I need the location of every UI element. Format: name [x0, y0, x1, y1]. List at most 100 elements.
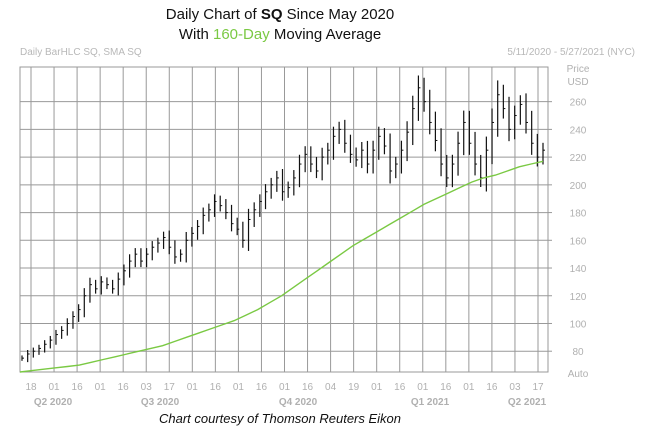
x-tick-label: 17 [532, 382, 544, 393]
price-bar [191, 227, 194, 247]
price-bar [525, 93, 529, 134]
price-bar [355, 147, 359, 167]
sma-160-line [19, 160, 544, 373]
chart-header-left: Daily BarHLC SQ, SMA SQ [20, 47, 142, 58]
price-bar [451, 154, 455, 188]
x-tick-label: 03 [509, 382, 521, 393]
x-tick-label: 01 [279, 382, 291, 393]
price-bar [112, 279, 115, 294]
price-bar [321, 147, 325, 181]
price-bar [434, 111, 438, 152]
x-tick-label: 01 [95, 382, 107, 393]
price-bar [168, 230, 172, 255]
y-tick-label: 240 [570, 125, 587, 136]
price-bar [463, 110, 466, 156]
price-bar [372, 140, 376, 174]
price-bar [293, 170, 296, 196]
price-bar [185, 231, 189, 263]
title2-prefix: With [178, 26, 213, 43]
y-tick-label: 140 [570, 264, 587, 275]
x-tick-label: 16 [302, 382, 314, 393]
y-tick-label: 100 [570, 319, 587, 330]
price-bar [219, 195, 223, 212]
sma-layer [19, 160, 544, 373]
x-tick-label: 16 [486, 382, 498, 393]
y-unit-label-bottom: USD [567, 77, 588, 88]
price-bar [55, 329, 58, 345]
price-bar [344, 119, 347, 153]
title-suffix: Since May 2020 [282, 6, 395, 23]
price-bar [389, 133, 393, 184]
grid-layer [19, 66, 549, 373]
price-bar [315, 156, 319, 179]
auto-scale-label: Auto [568, 369, 589, 380]
quarter-label: Q1 2021 [411, 397, 450, 408]
y-tick-label: 200 [570, 181, 587, 192]
x-tick-label: 16 [210, 382, 222, 393]
price-bar [179, 249, 183, 262]
price-bar [508, 96, 512, 142]
price-bar [395, 156, 398, 179]
price-bar [95, 279, 98, 294]
price-bar [230, 204, 234, 232]
price-bar [38, 344, 41, 355]
price-bar [106, 277, 109, 290]
price-bar [196, 220, 200, 240]
quarter-label: Q3 2020 [141, 397, 180, 408]
price-bar [400, 140, 404, 174]
price-bar [225, 199, 228, 220]
price-bar [474, 131, 478, 176]
price-bar [117, 272, 121, 296]
price-bar [412, 95, 415, 146]
price-bar [497, 80, 500, 137]
price-bar [406, 121, 410, 162]
price-bar [128, 254, 132, 278]
price-bar [502, 84, 506, 119]
price-bar [151, 241, 155, 261]
price-bar [140, 248, 143, 268]
price-bar [361, 141, 364, 169]
price-bar [327, 142, 330, 165]
x-tick-label: 04 [325, 382, 337, 393]
x-tick-label: 03 [141, 382, 153, 393]
price-bar [157, 237, 160, 253]
y-unit-label-top: Price [567, 64, 590, 75]
price-bar [531, 110, 534, 155]
x-tick-label: 01 [463, 382, 475, 393]
x-tick-label: 16 [72, 382, 84, 393]
price-bar [491, 108, 495, 165]
quarter-label: Q2 2020 [34, 397, 73, 408]
quarter-label: Q4 2020 [279, 397, 318, 408]
price-bar [21, 355, 24, 361]
y-tick-label: 120 [570, 292, 587, 303]
title-prefix: Daily Chart of [165, 6, 261, 23]
x-tick-label: 01 [233, 382, 245, 393]
price-bar [49, 335, 53, 349]
x-tick-label: 18 [25, 382, 37, 393]
x-tick-label: 01 [417, 382, 429, 393]
price-bar [78, 304, 81, 322]
price-bar [440, 128, 444, 177]
price-bar [332, 126, 336, 160]
price-bar [429, 89, 432, 135]
title-ma-label: 160-Day [213, 26, 270, 43]
chart-title-line2: With 160-Day Moving Average [0, 26, 560, 43]
x-tick-label: 01 [187, 382, 199, 393]
price-bar [378, 126, 381, 160]
title-ticker: SQ [260, 6, 283, 23]
price-bar [32, 347, 36, 358]
price-bar [536, 133, 540, 167]
price-bar [383, 128, 387, 155]
price-bar [174, 240, 177, 264]
price-bar [366, 140, 370, 174]
price-bar [519, 95, 523, 125]
x-tick-label: 17 [164, 382, 176, 393]
price-bar [66, 318, 70, 336]
price-bar [83, 288, 87, 318]
y-tick-label: 220 [570, 153, 587, 164]
title2-suffix: Moving Average [269, 26, 382, 43]
y-tick-label: 160 [570, 236, 587, 247]
price-bar [123, 264, 126, 286]
price-bar [423, 77, 427, 112]
